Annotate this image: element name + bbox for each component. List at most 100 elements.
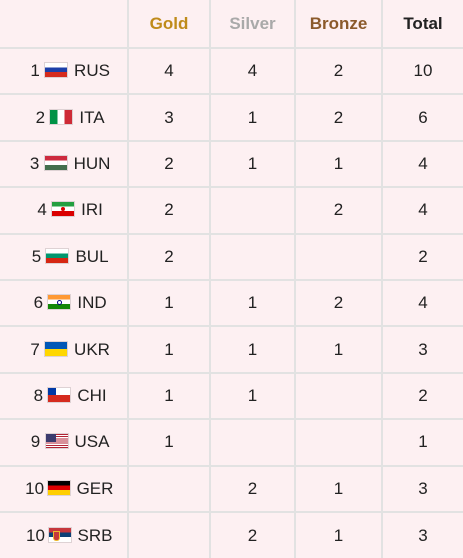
chile-flag-icon — [48, 387, 71, 402]
bronze-count: 2 — [295, 279, 383, 328]
team-code[interactable]: IND — [77, 293, 107, 313]
silver-count: 1 — [210, 279, 296, 328]
rank: 4 — [37, 200, 47, 220]
silver-count — [210, 419, 296, 467]
gold-count: 3 — [128, 94, 211, 142]
rank: 2 — [35, 107, 46, 127]
team-cell: 10 GER — [0, 465, 129, 513]
table-row: 10 GER 2 1 3 — [0, 465, 463, 513]
team-cell: 3 HUN — [0, 140, 129, 189]
russia-flag-icon — [45, 63, 68, 78]
table-row: 7 UKR 1 1 1 3 — [0, 326, 463, 374]
total-count: 3 — [418, 525, 428, 545]
bronze-count: 2 — [295, 48, 383, 96]
total-count: 4 — [382, 279, 463, 328]
header-silver[interactable]: Silver — [210, 0, 296, 49]
header-row: Gold Silver Bronze Total — [0, 0, 463, 49]
team-code[interactable]: ITA — [79, 107, 105, 127]
bulgaria-flag-icon — [46, 248, 69, 263]
gold-count — [128, 511, 211, 558]
total-count: 10 — [382, 48, 463, 96]
gold-count: 1 — [128, 372, 211, 421]
bronze-count: 2 — [295, 94, 383, 142]
total-count: 3 — [382, 465, 463, 513]
team-cell: 10 SRB — [0, 511, 129, 558]
team-code[interactable]: RUS — [74, 61, 110, 81]
bronze-count — [295, 419, 383, 467]
italy-flag-icon — [50, 109, 73, 124]
rank: 10 — [26, 525, 45, 545]
table-row: 5 BUL 2 2 — [0, 233, 463, 281]
team-cell: 5 BUL — [0, 233, 129, 281]
gold-count: 2 — [128, 140, 211, 189]
team-code[interactable]: GER — [76, 478, 114, 498]
silver-count: 1 — [210, 140, 296, 189]
germany-flag-icon — [47, 480, 70, 495]
team-cell: 6 IND — [0, 279, 129, 328]
gold-count: 2 — [128, 187, 211, 235]
table-row: 10 SRB 2 1 3 — [0, 511, 463, 558]
india-flag-icon — [48, 295, 71, 310]
team-code[interactable]: HUN — [73, 153, 111, 173]
bronze-count: 1 — [295, 511, 383, 558]
ukraine-flag-icon — [45, 341, 68, 356]
silver-count: 1 — [210, 326, 296, 374]
header-bronze[interactable]: Bronze — [295, 0, 383, 49]
table-row: 9 USA 1 1 — [0, 419, 463, 467]
rank: 8 — [33, 385, 44, 405]
rank: 1 — [30, 61, 40, 81]
silver-count — [210, 187, 296, 235]
bronze-count — [295, 233, 383, 281]
total-count: 4 — [382, 187, 463, 235]
silver-count — [210, 233, 296, 281]
team-code[interactable]: IRI — [81, 200, 103, 220]
team-cell: 1 RUS — [0, 48, 129, 96]
rank: 7 — [30, 339, 40, 359]
total-count: 1 — [382, 419, 463, 467]
bronze-count: 2 — [295, 187, 383, 235]
rank: 3 — [29, 153, 40, 173]
silver-count: 1 — [210, 372, 296, 421]
bronze-count — [295, 372, 383, 421]
team-cell: 7 UKR — [0, 326, 129, 374]
team-code[interactable]: BUL — [75, 246, 109, 266]
team-code[interactable]: CHI — [77, 385, 107, 405]
table-row: 6 IND 1 1 2 4 — [0, 279, 463, 328]
rank: 6 — [33, 293, 44, 313]
bronze-count: 1 — [295, 140, 383, 189]
serbia-flag-icon — [48, 527, 71, 542]
team-code[interactable]: SRB — [77, 525, 113, 545]
team-code[interactable]: USA — [74, 432, 110, 452]
bronze-count: 1 — [295, 326, 383, 374]
team-cell: 2 ITA — [0, 94, 129, 142]
team-cell: 4 IRI — [0, 187, 129, 235]
total-count: 3 — [382, 326, 463, 374]
team-cell: 8 CHI — [0, 372, 129, 421]
hungary-flag-icon — [44, 155, 67, 170]
bronze-count: 1 — [295, 465, 383, 513]
silver-count: 2 — [210, 511, 296, 558]
header-gold[interactable]: Gold — [128, 0, 211, 49]
team-code[interactable]: UKR — [74, 339, 110, 359]
silver-count: 1 — [210, 94, 296, 142]
usa-flag-icon — [45, 434, 68, 449]
gold-count: 4 — [128, 48, 211, 96]
gold-count: 2 — [128, 233, 211, 281]
header-total[interactable]: Total — [382, 0, 463, 49]
table-row: 4 IRI 2 2 4 — [0, 187, 463, 235]
rank: 9 — [30, 432, 41, 452]
table-row: 3 HUN 2 1 1 4 — [0, 140, 463, 189]
iran-flag-icon — [52, 202, 75, 217]
gold-count: 1 — [128, 279, 211, 328]
silver-count: 4 — [210, 48, 296, 96]
header-team — [0, 0, 129, 49]
gold-count: 1 — [128, 326, 211, 374]
table-row: 1 RUS 4 4 2 10 — [0, 48, 463, 96]
rank: 10 — [25, 478, 45, 498]
team-cell: 9 USA — [0, 419, 129, 467]
total-count: 2 — [382, 233, 463, 281]
silver-count: 2 — [210, 465, 296, 513]
rank: 5 — [31, 246, 42, 266]
table-row: 2 ITA 3 1 2 6 — [0, 94, 463, 142]
